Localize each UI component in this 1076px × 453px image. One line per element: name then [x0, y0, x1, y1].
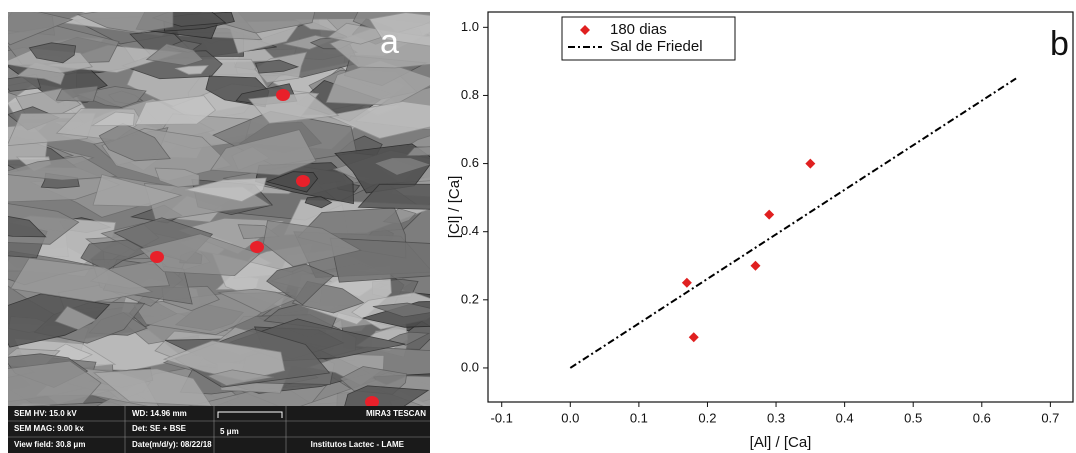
- sem-flake: [92, 368, 213, 407]
- sem-flake: [206, 369, 275, 387]
- data-point: [750, 260, 761, 271]
- y-tick-label: 0.8: [461, 87, 479, 102]
- plot-frame: [487, 11, 1074, 403]
- sem-point: [276, 89, 290, 101]
- legend-swatch: [580, 25, 590, 35]
- x-tick-label: 0.6: [973, 410, 991, 425]
- sem-flake: [8, 216, 47, 238]
- legend-label: Sal de Friedel: [610, 38, 703, 55]
- sem-flake: [8, 360, 102, 408]
- sem-flake: [373, 157, 430, 176]
- sem-flake: [8, 12, 74, 46]
- data-line: [569, 77, 1017, 369]
- data-point: [688, 332, 699, 343]
- sem-point: [365, 396, 379, 408]
- sem-flake: [248, 92, 340, 124]
- sem-flake: [28, 42, 77, 64]
- legend-box: [561, 16, 736, 61]
- info-text: WD: 14.96 mm: [132, 409, 187, 418]
- sem-flake: [90, 111, 135, 127]
- x-tick-label: 0.4: [836, 410, 854, 425]
- sem-flake: [138, 233, 261, 277]
- y-tick-label: 1.0: [461, 19, 479, 34]
- sem-flake: [134, 95, 217, 126]
- x-tick-label: -0.1: [491, 410, 513, 425]
- panel-label: b: [1050, 25, 1069, 63]
- legend-label: 180 dias: [610, 21, 667, 38]
- data-point: [805, 158, 816, 169]
- chart: -0.1 0.0 0.1 0.2 0.3 0.4 0.5 0.6 0.7 0.0 0.2 0.4 0.6…: [446, 11, 1074, 451]
- info-text: Institutos Lactec - LAME: [311, 440, 405, 449]
- sem-flake: [262, 220, 362, 267]
- x-tick-label: 0.2: [698, 410, 716, 425]
- x-tick-label: 0.5: [904, 410, 922, 425]
- x-tick-label: 0.7: [1041, 410, 1059, 425]
- sem-point: [250, 241, 264, 253]
- sem-flake: [266, 263, 335, 306]
- data-point: [681, 277, 692, 288]
- sem-flake: [326, 101, 430, 139]
- sem-flake: [209, 129, 317, 176]
- sem-flake: [9, 257, 154, 303]
- sem-point: [150, 251, 164, 263]
- panel-label: a: [380, 23, 399, 61]
- sem-flake: [8, 155, 118, 181]
- info-text: SEM MAG: 9.00 kx: [14, 424, 84, 433]
- sem-flake: [217, 288, 298, 314]
- y-tick-label: 0.2: [461, 291, 479, 306]
- info-text: Det: SE + BSE: [132, 424, 187, 433]
- x-axis-label: [Al] / [Ca]: [750, 434, 812, 451]
- sem-point: [296, 175, 310, 187]
- x-tick-label: 0.3: [767, 410, 785, 425]
- sem-flake: [76, 12, 174, 34]
- y-tick-label: 0.0: [461, 359, 479, 374]
- sem-points: [150, 89, 379, 408]
- sem-flake: [254, 59, 300, 74]
- y-tick-label: 0.6: [461, 155, 479, 170]
- info-bar-bg: [8, 406, 430, 453]
- sem-flake: [368, 12, 430, 47]
- sem-flake: [145, 43, 204, 66]
- sem-flake: [357, 183, 430, 210]
- sem-flake: [54, 305, 98, 331]
- sem-flake: [387, 331, 430, 346]
- sem-flake: [55, 85, 99, 103]
- x-tick-label: 0.1: [630, 410, 648, 425]
- sem-flake: [327, 22, 385, 45]
- sem-flake: [92, 174, 183, 207]
- info-text: MIRA3 TESCAN: [366, 409, 426, 418]
- sem-flake: [185, 177, 267, 202]
- sem-flake: [304, 196, 333, 209]
- sem-flake: [174, 65, 209, 75]
- sem-flake: [406, 146, 430, 157]
- data-point: [764, 209, 775, 220]
- scale-bar: [217, 411, 283, 418]
- info-text: SEM HV: 15.0 kV: [14, 409, 77, 418]
- y-axis-label: [Cl] / [Ca]: [446, 176, 463, 239]
- info-text: View field: 30.8 μm: [14, 440, 85, 449]
- info-text: 5 μm: [220, 427, 239, 436]
- sem-flake: [372, 302, 430, 318]
- sem-flake: [162, 340, 286, 382]
- sem-info-bar: SEM HV: 15.0 kV WD: 14.96 mm MIRA3 TESCA…: [8, 406, 430, 453]
- y-tick-label: 0.4: [461, 223, 479, 238]
- sem-flake: [154, 167, 200, 188]
- sem-image: [8, 12, 430, 453]
- info-text: Date(m/d/y): 08/22/18: [132, 440, 212, 449]
- x-tick-label: 0.0: [561, 410, 579, 425]
